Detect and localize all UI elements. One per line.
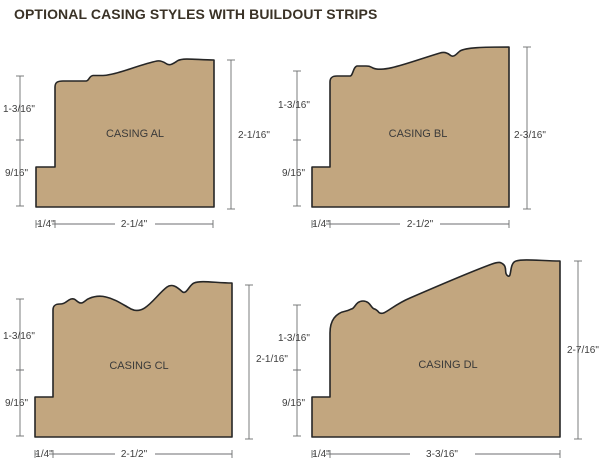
svg-text:2-1/4": 2-1/4" bbox=[121, 219, 148, 230]
svg-text:2-7/16": 2-7/16" bbox=[567, 345, 599, 356]
svg-text:9/16": 9/16" bbox=[5, 168, 28, 179]
svg-text:2-1/16": 2-1/16" bbox=[238, 130, 270, 141]
svg-text:1-3/16": 1-3/16" bbox=[278, 100, 310, 111]
svg-text:3-3/16": 3-3/16" bbox=[426, 449, 458, 460]
svg-text:1-3/16": 1-3/16" bbox=[3, 331, 35, 342]
svg-text:CASING BL: CASING BL bbox=[389, 128, 448, 140]
svg-text:2-1/16": 2-1/16" bbox=[256, 354, 288, 365]
svg-text:9/16": 9/16" bbox=[282, 168, 305, 179]
svg-text:CASING CL: CASING CL bbox=[109, 360, 168, 372]
svg-text:9/16": 9/16" bbox=[5, 398, 28, 409]
svg-text:1-3/16": 1-3/16" bbox=[3, 104, 35, 115]
svg-text:9/16": 9/16" bbox=[282, 398, 305, 409]
svg-text:1-3/16": 1-3/16" bbox=[278, 333, 310, 344]
svg-text:1/4": 1/4" bbox=[35, 449, 53, 460]
svg-text:2-1/2": 2-1/2" bbox=[407, 219, 434, 230]
svg-text:1/4": 1/4" bbox=[37, 219, 55, 230]
svg-text:2-1/2": 2-1/2" bbox=[121, 449, 148, 460]
svg-text:CASING AL: CASING AL bbox=[106, 128, 164, 140]
svg-text:1/4": 1/4" bbox=[312, 219, 330, 230]
svg-text:2-3/16": 2-3/16" bbox=[514, 130, 546, 141]
svg-text:CASING DL: CASING DL bbox=[418, 359, 477, 371]
svg-text:1/4": 1/4" bbox=[312, 449, 330, 460]
